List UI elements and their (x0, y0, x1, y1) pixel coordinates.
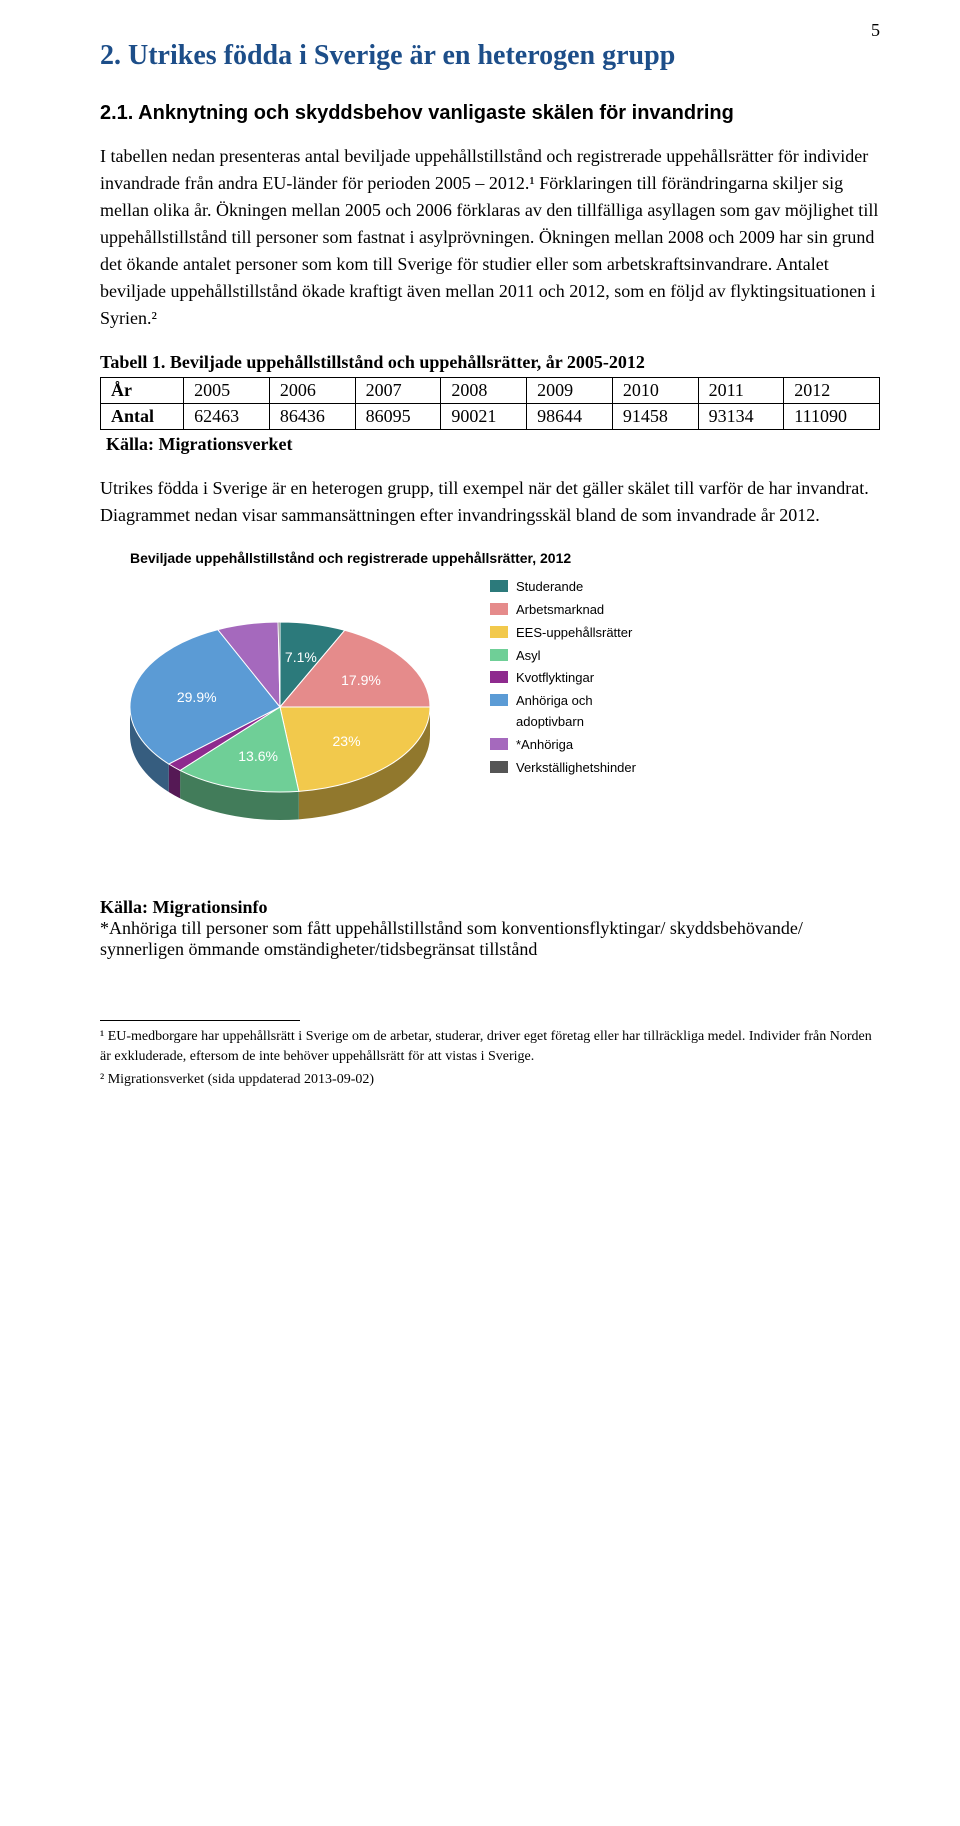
pie-slice-label: 29.9% (177, 689, 217, 705)
chart-source-title: Källa: Migrationsinfo (100, 897, 880, 918)
table-cell: 2007 (355, 378, 441, 404)
footnote-separator (100, 1020, 300, 1021)
table-header-cell: Antal (101, 404, 184, 430)
legend-label: Studerande (516, 577, 583, 598)
legend-swatch (490, 738, 508, 750)
table-header-row: År 2005 2006 2007 2008 2009 2010 2011 20… (101, 378, 880, 404)
table-cell: 2011 (698, 378, 784, 404)
pie-slice-label: 13.6% (238, 748, 278, 764)
table-cell: 2009 (527, 378, 613, 404)
legend-label: EES-uppehållsrätter (516, 623, 632, 644)
legend-item: *Anhöriga (490, 735, 656, 756)
legend-item: Anhöriga och adoptivbarn (490, 691, 656, 733)
table-cell: 2010 (612, 378, 698, 404)
pie-slice-label: 7.1% (285, 649, 317, 665)
table-cell: 86436 (269, 404, 355, 430)
table-source: Källa: Migrationsverket (106, 434, 880, 455)
table-cell: 91458 (612, 404, 698, 430)
table-cell: 86095 (355, 404, 441, 430)
legend-swatch (490, 671, 508, 683)
table-cell: 2008 (441, 378, 527, 404)
table-row: Antal 62463 86436 86095 90021 98644 9145… (101, 404, 880, 430)
legend-swatch (490, 626, 508, 638)
legend-item: Studerande (490, 577, 656, 598)
legend-label: Kvotflyktingar (516, 668, 594, 689)
subsection-title: 2.1. Anknytning och skyddsbehov vanligas… (100, 102, 880, 125)
data-table: År 2005 2006 2007 2008 2009 2010 2011 20… (100, 377, 880, 430)
legend-label: Verkställighetshinder (516, 758, 636, 779)
pie-slice-label: 17.9% (341, 672, 381, 688)
table-cell: 111090 (784, 404, 880, 430)
legend-swatch (490, 580, 508, 592)
footnote-2: ² Migrationsverket (sida uppdaterad 2013… (100, 1070, 880, 1090)
table-cell: 93134 (698, 404, 784, 430)
legend-swatch (490, 649, 508, 661)
table-cell: 98644 (527, 404, 613, 430)
legend-label: Arbetsmarknad (516, 600, 604, 621)
table-cell: 90021 (441, 404, 527, 430)
table-cell: 62463 (184, 404, 270, 430)
paragraph-2: Utrikes födda i Sverige är en heterogen … (100, 475, 880, 529)
legend-item: Asyl (490, 646, 656, 667)
legend-label: Anhöriga och adoptivbarn (516, 691, 656, 733)
legend-item: Arbetsmarknad (490, 600, 656, 621)
table-cell: 2005 (184, 378, 270, 404)
table-cell: 2012 (784, 378, 880, 404)
table-header-cell: År (101, 378, 184, 404)
table-caption: Tabell 1. Beviljade uppehållstillstånd o… (100, 352, 880, 373)
chart-title: Beviljade uppehållstillstånd och registr… (130, 549, 880, 567)
legend-swatch (490, 603, 508, 615)
legend-swatch (490, 694, 508, 706)
section-title: 2. Utrikes födda i Sverige är en heterog… (100, 40, 880, 72)
paragraph-1: I tabellen nedan presenteras antal bevil… (100, 143, 880, 332)
legend-item: EES-uppehållsrätter (490, 623, 656, 644)
chart-legend: StuderandeArbetsmarknadEES-uppehållsrätt… (490, 577, 656, 780)
pie-slice-label: 23% (333, 733, 361, 749)
chart-source-note: *Anhöriga till personer som fått uppehål… (100, 918, 880, 960)
legend-label: Asyl (516, 646, 541, 667)
footnote-1: ¹ EU-medborgare har uppehållsrätt i Sver… (100, 1027, 880, 1066)
legend-item: Kvotflyktingar (490, 668, 656, 689)
legend-swatch (490, 761, 508, 773)
pie-chart: Beviljade uppehållstillstånd och registr… (100, 549, 880, 837)
legend-item: Verkställighetshinder (490, 758, 656, 779)
table-cell: 2006 (269, 378, 355, 404)
pie-chart-canvas: 7.1% 17.9% 23% 13.6% 29.9% (100, 577, 460, 837)
page-number: 5 (871, 20, 880, 41)
legend-label: *Anhöriga (516, 735, 573, 756)
